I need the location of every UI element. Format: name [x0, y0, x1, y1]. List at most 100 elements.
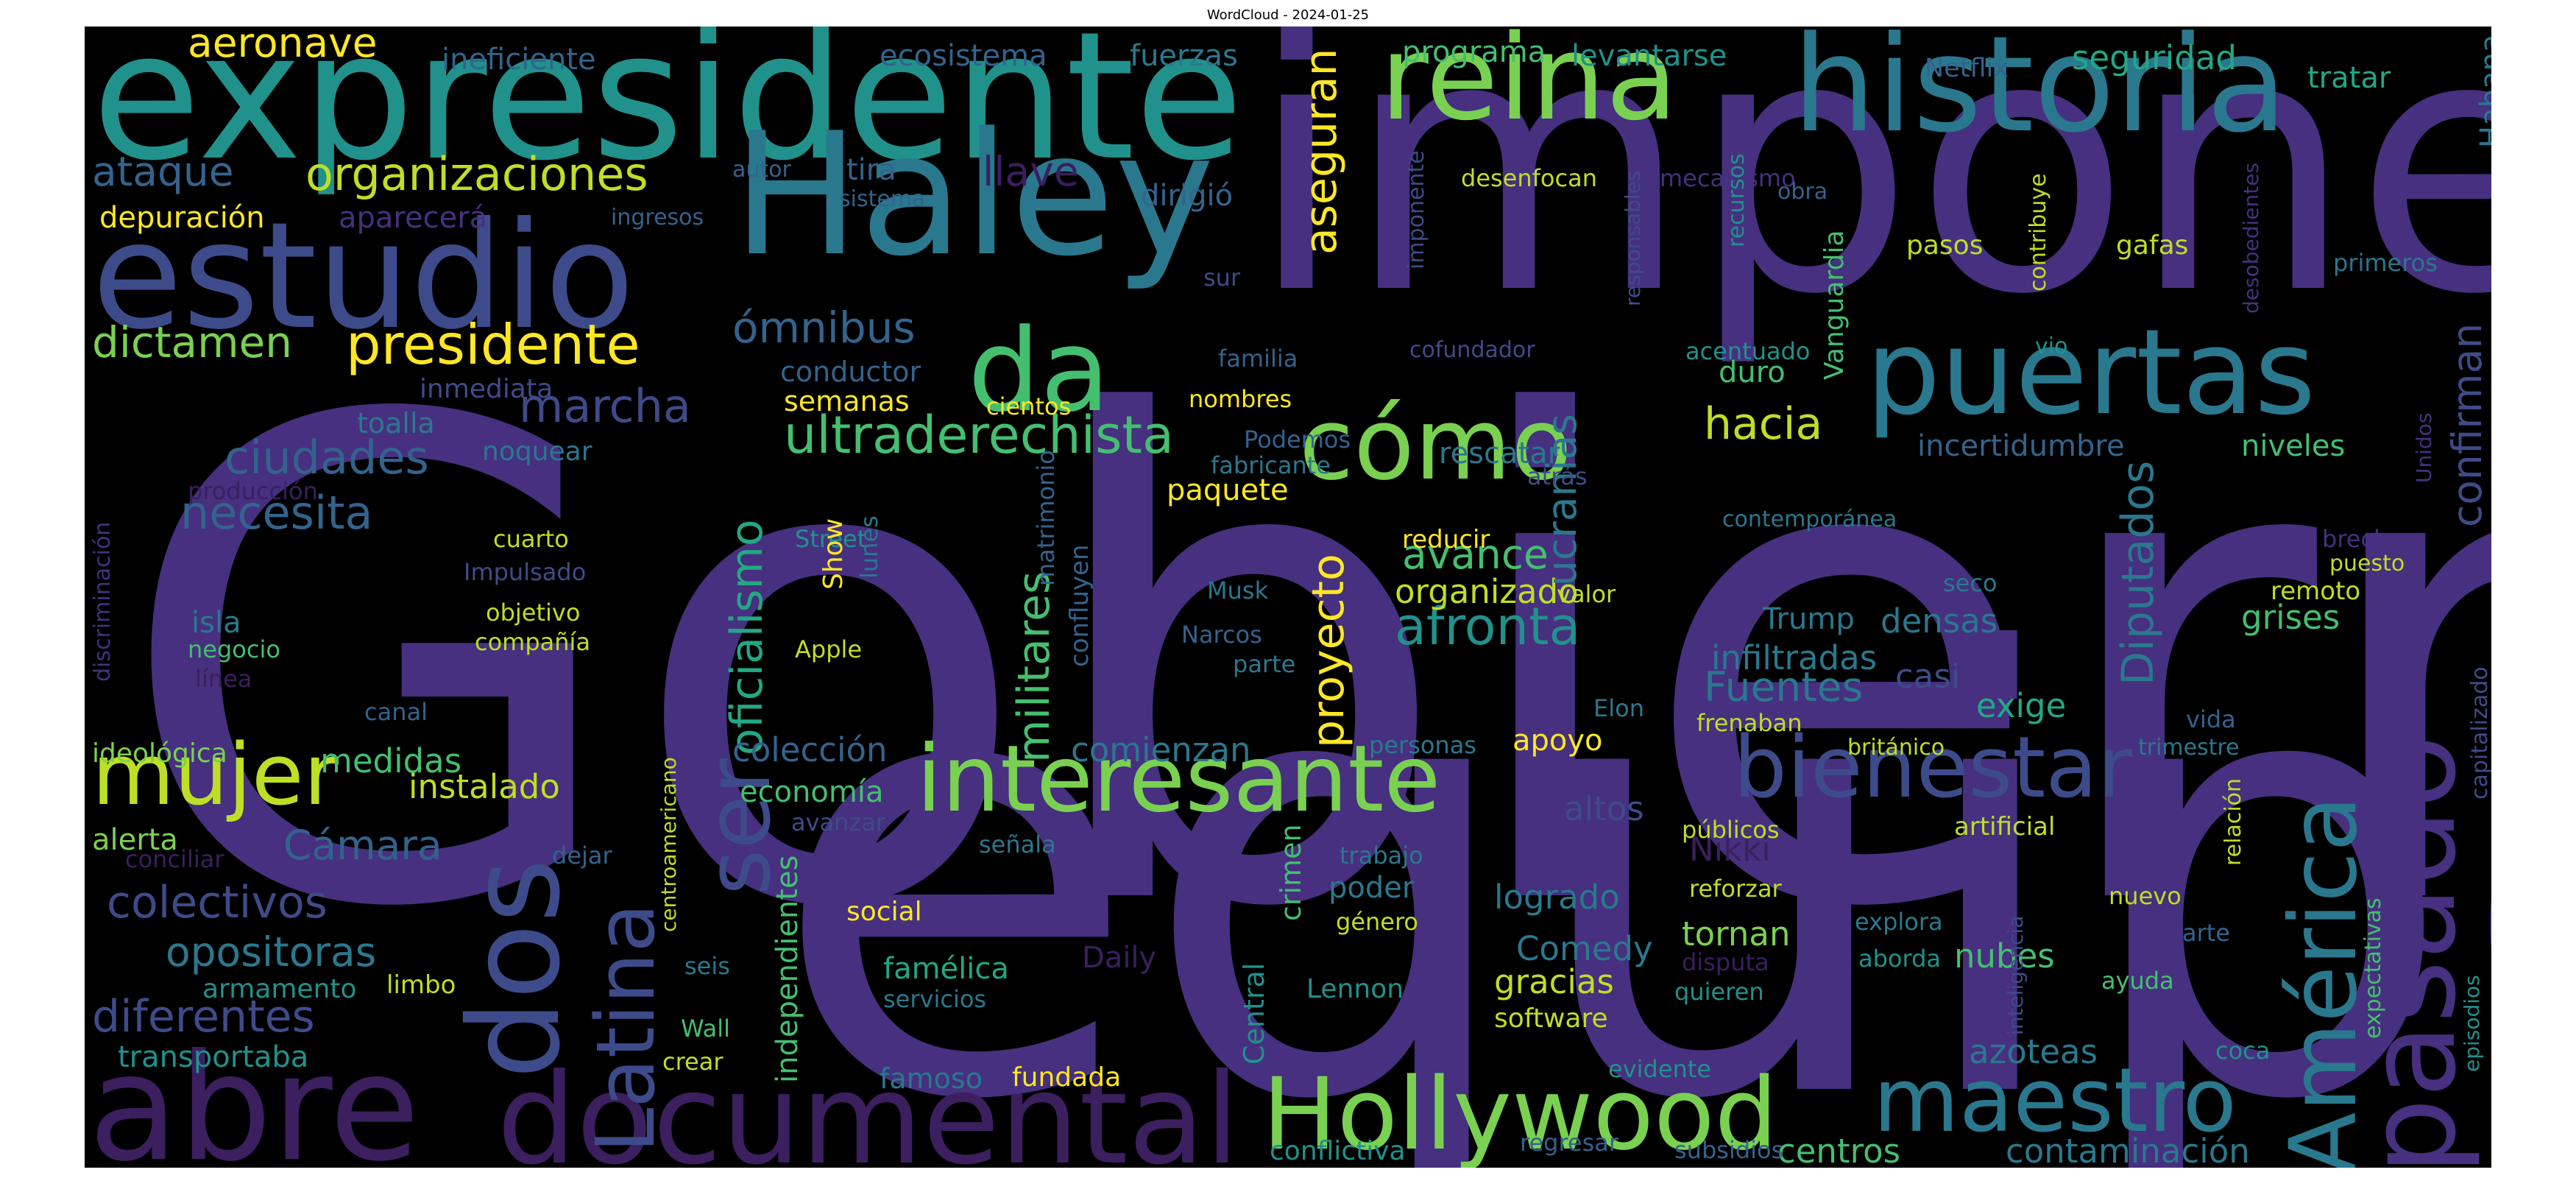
word: subsidios — [1674, 1136, 1784, 1164]
word: nubes — [1954, 937, 2055, 976]
word: Podemos — [1244, 426, 1351, 454]
word: contemporánea — [1722, 507, 1897, 532]
word: Street — [795, 525, 867, 553]
word: autor — [732, 157, 791, 183]
word: Trump — [1763, 602, 1855, 636]
word: expectativas — [2360, 897, 2386, 1039]
word: cientos — [986, 392, 1072, 420]
word: conductor — [780, 356, 921, 388]
word: asegu­ran — [1295, 48, 1347, 255]
word: confluyen — [1065, 544, 1094, 667]
word: da — [968, 304, 1111, 437]
word: reforzar — [1689, 875, 1782, 903]
word: Hollywood — [1262, 1057, 1778, 1168]
word: densas — [1880, 602, 1998, 641]
word: británico — [1847, 735, 1945, 761]
word: oficialismo — [721, 519, 773, 755]
word: frenaban — [1696, 709, 1802, 737]
word: Central — [1238, 962, 1270, 1065]
word: artificial — [1954, 812, 2056, 842]
word: disputa — [1682, 948, 1769, 976]
word: Diputados — [2112, 460, 2164, 685]
word: dejar — [552, 842, 612, 870]
word: conciliar — [125, 845, 224, 873]
word: infiltradas — [1711, 638, 1878, 677]
word: Haley — [732, 97, 1215, 294]
word: abre — [88, 1023, 420, 1168]
word: ómnibus — [732, 303, 916, 353]
word: matrimonio — [1032, 450, 1060, 586]
word: tratar — [2307, 61, 2391, 95]
word: depuración — [99, 201, 265, 235]
word: medidas — [320, 741, 462, 780]
word: necesita — [180, 486, 373, 540]
word: servicios — [883, 985, 987, 1013]
word: lunes — [855, 515, 883, 579]
word: episodios — [2460, 975, 2484, 1072]
word: centroamericano — [657, 757, 681, 932]
word: compañía — [475, 628, 591, 656]
word: impone — [1248, 27, 2491, 372]
word: Cámara — [283, 822, 442, 869]
word: evidente — [1608, 1055, 1712, 1083]
word: Lennon — [1306, 974, 1404, 1004]
word: familia — [1218, 345, 1298, 373]
word: sur — [1203, 264, 1241, 292]
word: públicos — [1682, 816, 1780, 844]
word: altos — [1564, 789, 1644, 828]
word: Unidos — [2412, 412, 2436, 483]
word: paquete — [1167, 473, 1289, 507]
word: inteligencia — [2003, 915, 2028, 1035]
word: afronta — [1395, 596, 1581, 657]
word: noquear — [482, 437, 592, 467]
word: fundada — [1012, 1062, 1122, 1093]
word: opositoras — [166, 928, 377, 976]
word: independientes — [771, 855, 804, 1083]
word: pasos — [1906, 230, 1984, 261]
word: militares — [1008, 571, 1060, 763]
word: confirman — [2444, 322, 2491, 527]
word: bienestar — [1733, 719, 2133, 817]
word: Wall — [681, 1015, 730, 1043]
word: avance — [1402, 531, 1549, 578]
word: contribuye — [2025, 173, 2051, 292]
word: cómo — [1299, 387, 1572, 502]
word: dictamen — [92, 317, 293, 367]
word: imponente — [1404, 150, 1429, 269]
word: exige — [1976, 686, 2067, 725]
word: centros — [1777, 1132, 1901, 1168]
word: ayuda — [2101, 967, 2174, 995]
word: levantarse — [1571, 39, 1727, 73]
word: ideológica — [92, 738, 227, 769]
word: crimen — [1275, 824, 1307, 921]
word: interesante — [916, 726, 1441, 833]
word: apoyo — [1512, 724, 1603, 758]
word: famoso — [880, 1062, 983, 1095]
word: trabajo — [1340, 842, 1423, 870]
word: economía — [740, 775, 884, 809]
word: acentuado — [1685, 337, 1811, 365]
word: avanzar — [791, 808, 885, 836]
word: organizado — [1395, 572, 1579, 611]
word: Apple — [795, 635, 863, 663]
word: seco — [1943, 569, 1998, 597]
word: ultraderechista — [784, 405, 1174, 465]
word: llave — [983, 148, 1079, 195]
word: vio — [2035, 334, 2068, 359]
word: inmediata — [420, 374, 553, 404]
word: responsables — [1621, 170, 1645, 306]
word: Gobierno — [114, 281, 2491, 1052]
word: Narcos — [1181, 621, 1262, 649]
word: mujer — [92, 726, 339, 825]
word: explora — [1855, 908, 1943, 936]
word: sistema — [839, 186, 926, 212]
word: ataque — [92, 148, 234, 195]
word: seguridad — [2072, 38, 2237, 77]
word: brecha — [2322, 525, 2403, 553]
word: Latina — [578, 903, 673, 1153]
word: recursos — [1724, 153, 1749, 247]
word: puertas — [1866, 303, 2316, 441]
word: grises — [2241, 598, 2340, 637]
word: América — [2271, 795, 2377, 1168]
word: toalla — [357, 407, 435, 440]
